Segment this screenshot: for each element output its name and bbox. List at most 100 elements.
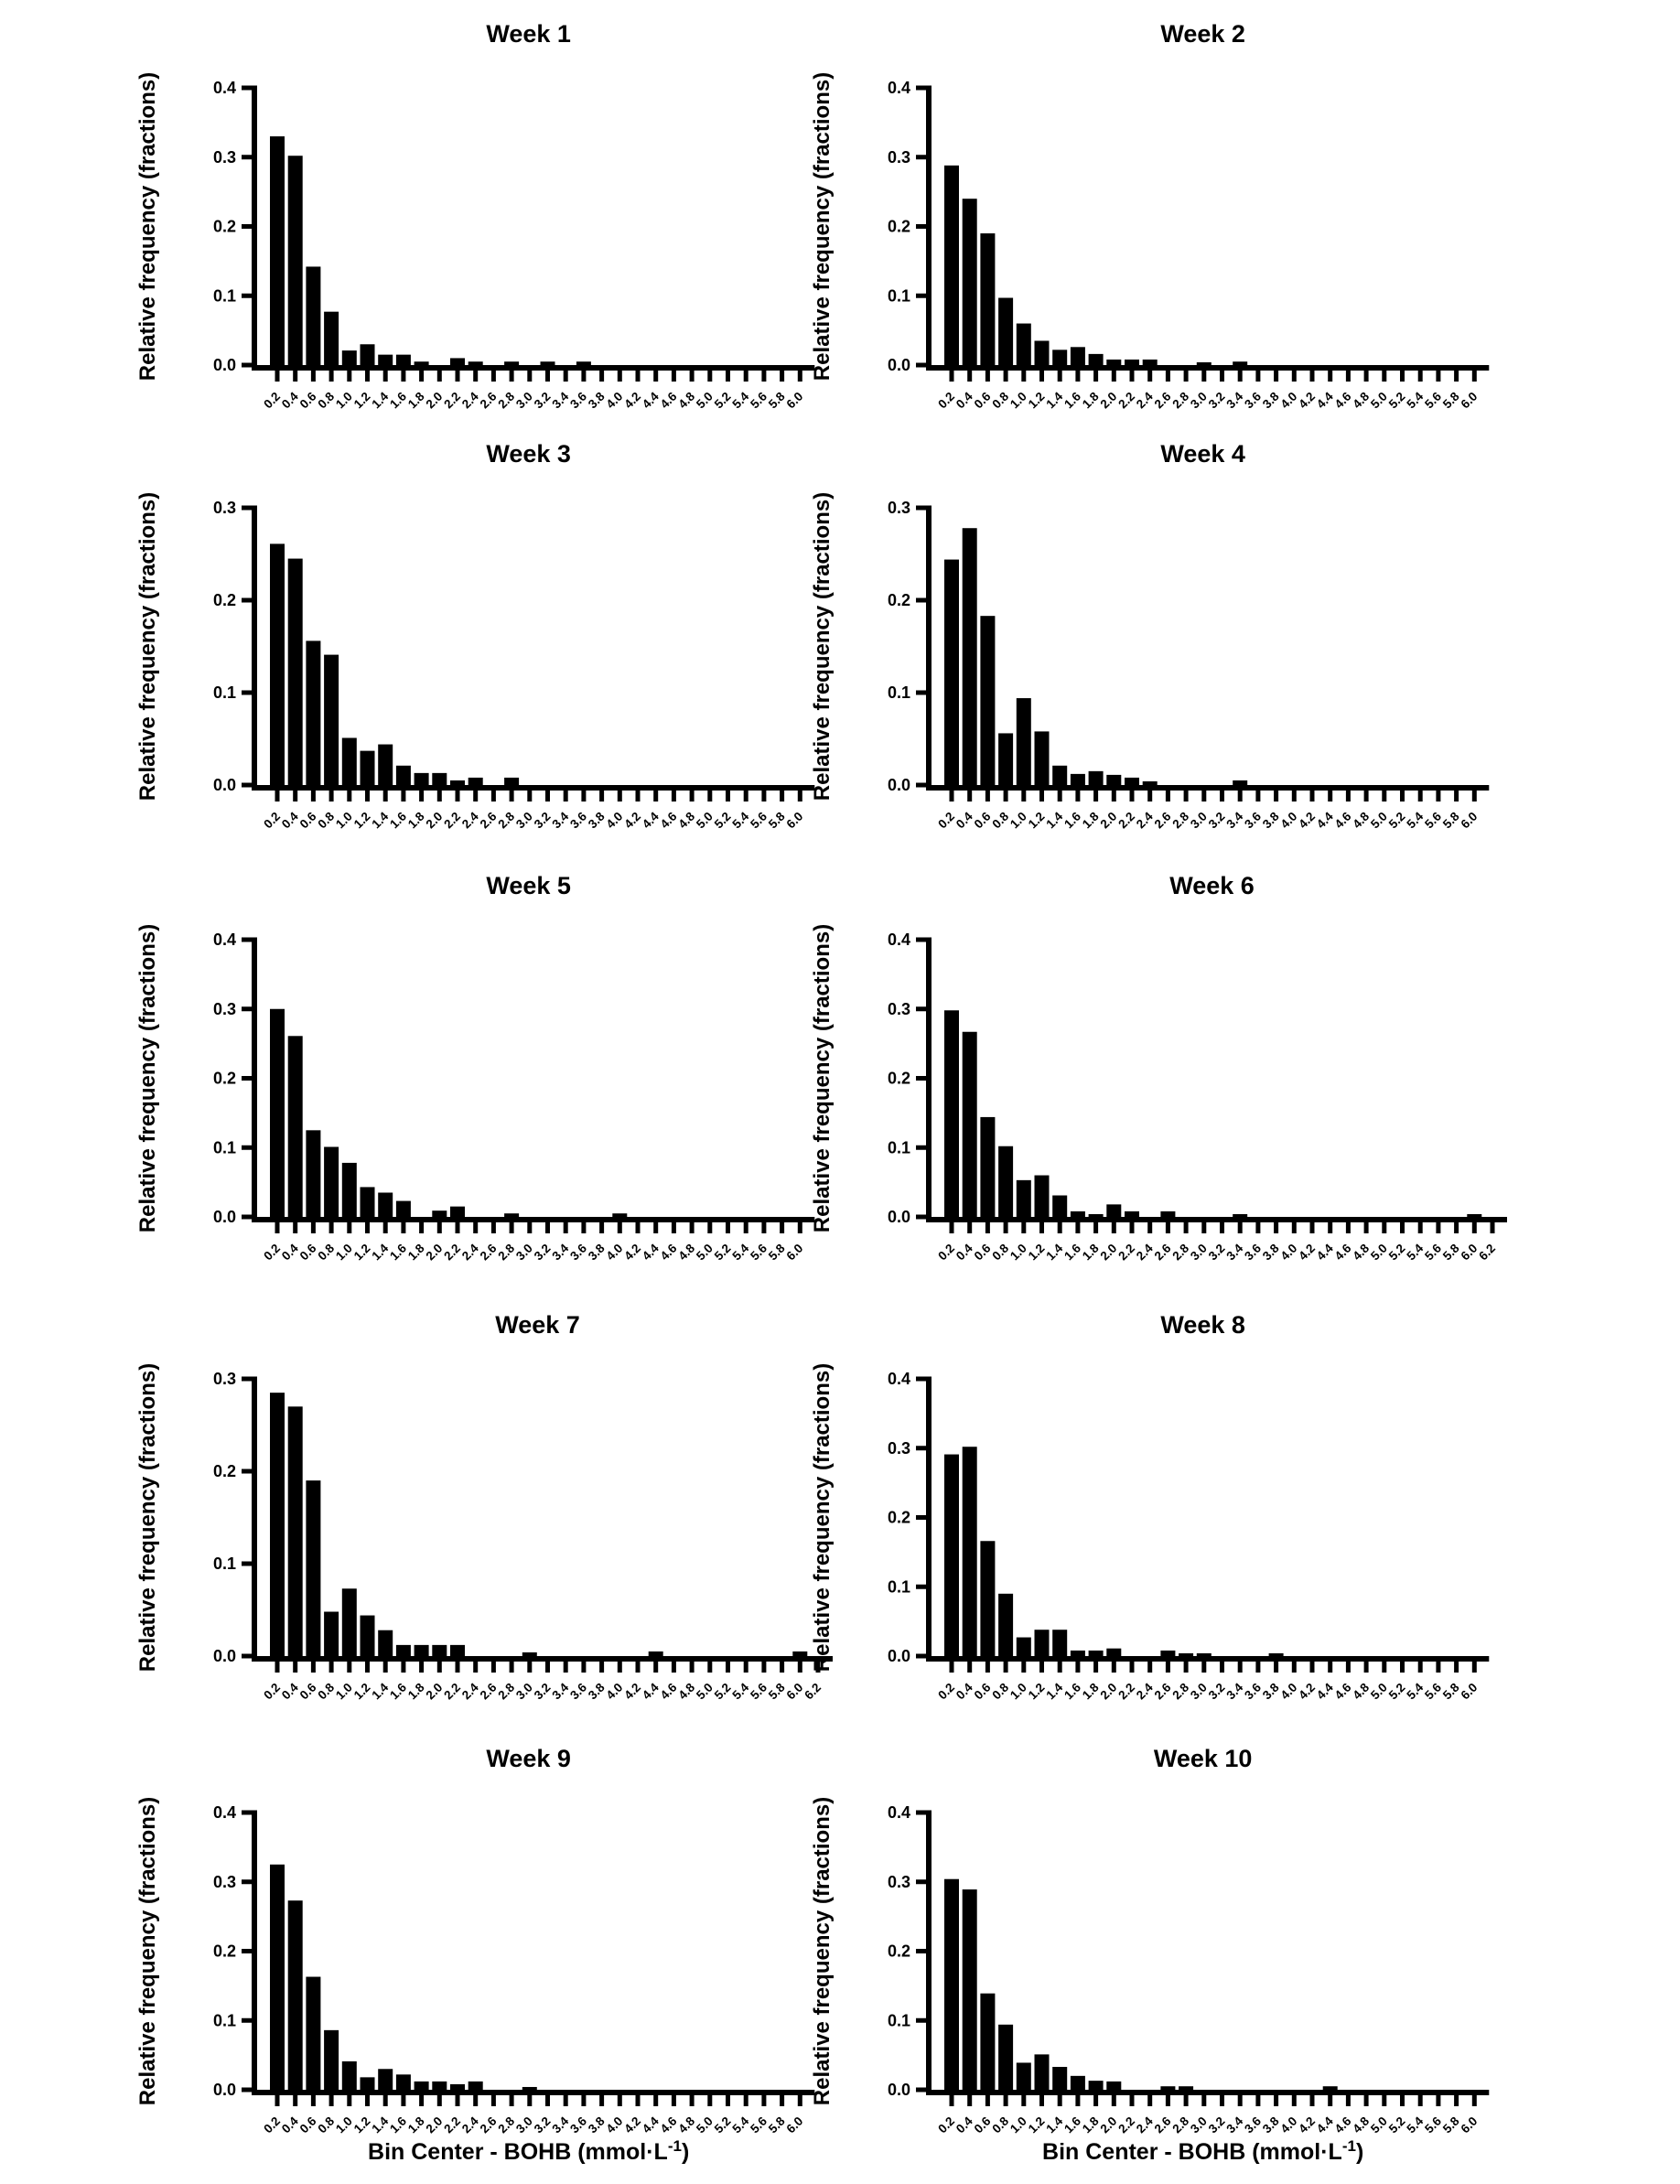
y-axis-label: Relative frequency (fractions)	[135, 1363, 160, 1672]
bar	[395, 1644, 411, 1656]
y-axis	[252, 85, 257, 371]
x-tick	[743, 1662, 748, 1673]
bar	[1125, 1210, 1139, 1217]
x-tick	[545, 1662, 550, 1673]
x-tick	[635, 1662, 641, 1673]
x-tick	[1003, 791, 1008, 802]
x-tick	[1220, 1662, 1224, 1673]
bar	[378, 354, 393, 365]
bar	[270, 1008, 285, 1217]
bar	[450, 780, 465, 785]
bar	[1070, 2075, 1085, 2090]
x-tick	[689, 1662, 695, 1673]
x-tick-label: 6.0	[1459, 810, 1481, 832]
x-tick	[635, 1222, 641, 1233]
x-tick	[293, 1222, 298, 1233]
x-tick	[743, 2095, 748, 2106]
x-tick	[581, 371, 587, 382]
bar	[306, 266, 321, 365]
x-tick	[436, 371, 442, 382]
bar	[1070, 1210, 1085, 1217]
x-tick	[1400, 1222, 1405, 1233]
y-tick	[916, 937, 926, 942]
y-tick	[242, 1006, 252, 1012]
x-tick	[1274, 2095, 1279, 2106]
y-tick-label: 0.4	[888, 1370, 910, 1388]
x-tick	[1183, 371, 1189, 382]
x-tick	[599, 791, 605, 802]
x-tick	[1039, 1222, 1044, 1233]
x-tick	[347, 1222, 352, 1233]
bar	[1070, 773, 1085, 785]
y-tick	[916, 1949, 926, 1953]
x-tick	[1328, 2095, 1333, 2106]
x-tick	[581, 791, 587, 802]
x-tick	[1129, 2095, 1135, 2106]
chart-week-6: Week 6 Relative frequency (fractions) 0.0 0…	[810, 872, 1507, 1263]
bar	[287, 1406, 303, 1656]
y-tick	[916, 1584, 926, 1589]
y-tick	[916, 293, 926, 298]
bar	[414, 1644, 429, 1656]
x-tick	[1363, 1662, 1369, 1673]
bar	[324, 311, 339, 365]
bar	[1233, 361, 1248, 365]
x-tick	[1400, 791, 1405, 802]
x-tick	[1309, 2095, 1315, 2106]
y-tick	[916, 1446, 926, 1451]
y-tick	[242, 937, 252, 942]
x-tick	[419, 2095, 425, 2106]
y-tick	[916, 782, 926, 788]
bar	[944, 559, 959, 785]
x-tick	[490, 1222, 496, 1233]
x-tick	[1291, 1222, 1297, 1233]
x-tick	[1129, 1662, 1135, 1673]
bar	[450, 358, 465, 365]
y-tick	[916, 1810, 926, 1815]
x-tick	[1345, 1222, 1351, 1233]
y-tick	[916, 690, 926, 695]
bar	[1196, 1652, 1212, 1656]
x-tick	[1436, 791, 1441, 802]
bar	[270, 1864, 285, 2090]
x-tick	[509, 2095, 514, 2106]
x-tick	[545, 2095, 550, 2106]
x-tick	[382, 1662, 388, 1673]
x-tick	[797, 1662, 802, 1673]
bar	[1034, 340, 1050, 365]
x-tick	[1093, 791, 1099, 802]
bar	[341, 350, 357, 365]
x-tick	[1003, 2095, 1008, 2106]
bar	[360, 2077, 375, 2090]
x-tick	[1147, 1222, 1153, 1233]
y-tick	[916, 85, 926, 91]
y-tick-label: 0.3	[888, 499, 910, 517]
x-tick	[1057, 1662, 1062, 1673]
y-axis	[926, 937, 932, 1222]
x-tick	[797, 371, 802, 382]
x-tick	[1003, 1222, 1008, 1233]
bar	[1034, 1630, 1050, 1656]
y-tick	[242, 1810, 252, 1815]
x-tick	[1201, 1662, 1207, 1673]
bar	[1016, 2062, 1031, 2090]
x-tick	[293, 1662, 298, 1673]
x-tick	[1237, 791, 1243, 802]
bar	[504, 361, 520, 365]
y-tick-label: 0.0	[213, 1208, 236, 1226]
x-tick	[967, 1222, 973, 1233]
x-tick	[1345, 371, 1351, 382]
bar	[1160, 1210, 1176, 1217]
bar	[468, 361, 483, 365]
x-tick	[780, 2095, 785, 2106]
y-axis-label: Relative frequency (fractions)	[135, 492, 160, 801]
x-tick	[599, 1662, 605, 1673]
x-tick	[1039, 371, 1044, 382]
x-tick	[761, 2095, 767, 2106]
x-tick	[1147, 1662, 1153, 1673]
x-tick	[473, 371, 479, 382]
bar	[341, 2060, 357, 2090]
x-tick	[1147, 371, 1153, 382]
x-tick	[1454, 371, 1459, 382]
